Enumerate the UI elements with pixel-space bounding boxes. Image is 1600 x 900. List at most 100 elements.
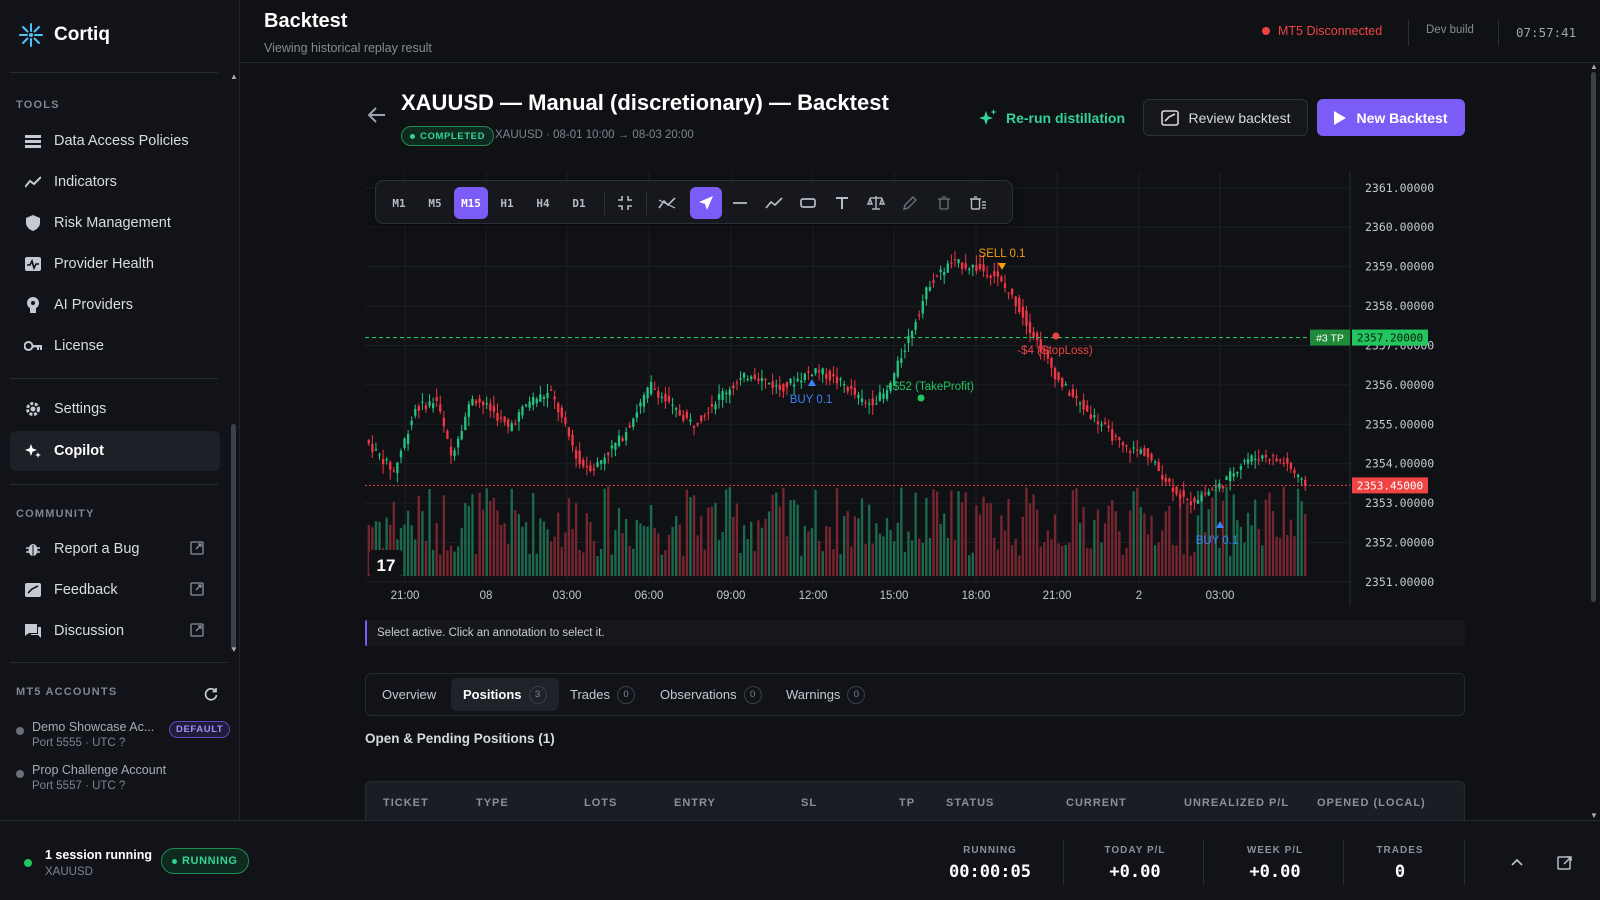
- tab-overview[interactable]: Overview: [370, 678, 448, 711]
- sidebar-item-feedback[interactable]: Feedback: [10, 570, 220, 610]
- candle-body: [850, 386, 853, 389]
- volume-bar: [1293, 536, 1296, 576]
- sidebar-item-indicators[interactable]: Indicators: [10, 162, 220, 202]
- sidebar-item-data-access-policies[interactable]: Data Access Policies: [10, 121, 220, 161]
- clear-all-button[interactable]: [962, 187, 994, 219]
- sidebar-item-license[interactable]: License: [10, 326, 220, 366]
- delete-tool-button[interactable]: [928, 187, 960, 219]
- collapse-icon: [618, 196, 632, 210]
- buy-annotation: BUY 0.1: [790, 394, 833, 406]
- volume-bar: [653, 528, 656, 576]
- candle-body: [574, 450, 578, 459]
- trend-line-tool-button[interactable]: [758, 187, 790, 219]
- tab-warnings[interactable]: Warnings 0: [774, 678, 877, 711]
- column-header[interactable]: ENTRY: [674, 797, 716, 809]
- measure-tool-button[interactable]: [860, 187, 892, 219]
- chevron-up-icon[interactable]: [1509, 855, 1525, 871]
- time-tick-label: 18:00: [962, 590, 991, 602]
- rerun-distillation-button[interactable]: Re-run distillation: [978, 104, 1125, 132]
- tab-trades[interactable]: Trades 0: [558, 678, 647, 711]
- scrollbar-thumb[interactable]: [1591, 72, 1596, 602]
- sidebar-item-discussion[interactable]: Discussion: [10, 611, 220, 651]
- candle-body: [507, 419, 510, 427]
- column-header[interactable]: SL: [801, 797, 818, 809]
- volume-bar: [682, 555, 685, 576]
- candle-body: [389, 462, 392, 470]
- review-backtest-button[interactable]: Review backtest: [1143, 99, 1308, 136]
- timeframe-m5-button[interactable]: M5: [428, 196, 442, 210]
- scrollbar-thumb[interactable]: [231, 424, 236, 650]
- timeframe-d1-button[interactable]: D1: [572, 196, 586, 210]
- draw-tool-button[interactable]: [894, 187, 926, 219]
- timeframe-h4-button[interactable]: H4: [536, 196, 550, 210]
- column-header[interactable]: STATUS: [946, 797, 995, 809]
- volume-bar: [700, 516, 703, 576]
- candle-body: [896, 360, 899, 377]
- candle-body: [882, 393, 885, 399]
- column-header[interactable]: CURRENT: [1066, 797, 1127, 809]
- column-header[interactable]: LOTS: [584, 797, 618, 809]
- volume-bar: [1132, 491, 1135, 576]
- column-header[interactable]: OPENED (LOCAL): [1317, 797, 1426, 809]
- volume-bar: [807, 531, 810, 576]
- price-chart[interactable]: 2361.00000 2360.00000 2359.00000 2358.00000…: [365, 172, 1465, 626]
- volume-bar: [882, 536, 885, 576]
- column-header[interactable]: TP: [899, 797, 916, 809]
- column-header[interactable]: TYPE: [476, 797, 509, 809]
- external-link-icon[interactable]: [1557, 855, 1573, 871]
- fit-screen-button[interactable]: [609, 187, 641, 219]
- rectangle-tool-button[interactable]: [792, 187, 824, 219]
- tab-positions[interactable]: Positions 3: [451, 678, 559, 711]
- volume-bar: [642, 525, 646, 576]
- chart-canvas[interactable]: 2361.00000 2360.00000 2359.00000 2358.00000…: [365, 172, 1465, 626]
- candle-body: [928, 287, 932, 291]
- volume-bar: [696, 535, 699, 576]
- candle-body: [524, 404, 528, 406]
- volume-bar: [1082, 507, 1085, 576]
- stat-value: +0.00: [1109, 862, 1161, 882]
- timeframe-h1-button[interactable]: H1: [500, 196, 514, 210]
- timeframe-m15-button[interactable]: M15: [454, 187, 488, 219]
- candle-body: [1296, 474, 1300, 478]
- volume-bar: [439, 554, 442, 576]
- sidebar-item-copilot[interactable]: Copilot: [10, 431, 220, 471]
- tab-count-badge: 3: [528, 685, 547, 704]
- sidebar-item-report-a-bug[interactable]: Report a Bug: [10, 529, 220, 569]
- column-header[interactable]: TICKET: [383, 797, 429, 809]
- positions-heading: Open & Pending Positions (1): [365, 731, 555, 746]
- volume-bar: [560, 546, 563, 576]
- price-tick-label: 2352.00000: [1365, 536, 1434, 550]
- candle-body: [993, 271, 996, 276]
- sidebar-scrollbar[interactable]: ▲ ▼: [230, 72, 238, 654]
- edit-document-icon: [1160, 109, 1179, 126]
- sidebar-item-settings[interactable]: Settings: [10, 389, 220, 429]
- scroll-down-arrow-icon[interactable]: ▼: [1590, 811, 1598, 820]
- timeframe-m1-button[interactable]: M1: [392, 196, 406, 210]
- scroll-up-arrow-icon[interactable]: ▲: [230, 72, 238, 81]
- text-tool-button[interactable]: [826, 187, 858, 219]
- refresh-icon[interactable]: [204, 687, 218, 701]
- select-tool-button[interactable]: [690, 187, 722, 219]
- candle-body: [692, 425, 696, 428]
- time-tick-label: 21:00: [1043, 590, 1072, 602]
- mt5-connection-status[interactable]: MT5 Disconnected: [1262, 24, 1382, 38]
- back-arrow-icon[interactable]: [366, 104, 388, 126]
- volume-bar: [1064, 544, 1067, 576]
- horizontal-line-tool-button[interactable]: [724, 187, 756, 219]
- tab-observations[interactable]: Observations 0: [648, 678, 774, 711]
- main-scrollbar[interactable]: ▲ ▼: [1590, 62, 1598, 820]
- candle-body: [439, 404, 442, 412]
- sidebar-item-provider-health[interactable]: Provider Health: [10, 244, 220, 284]
- scroll-up-arrow-icon[interactable]: ▲: [1590, 62, 1598, 71]
- backtest-meta: XAUUSD · 08-01 10:00 → 08-03 20:00: [495, 129, 694, 141]
- sidebar-item-risk-management[interactable]: Risk Management: [10, 203, 220, 243]
- price-tick-label: 2354.00000: [1365, 457, 1434, 471]
- volume-bar: [878, 533, 882, 576]
- brand[interactable]: Cortiq: [18, 22, 110, 48]
- scroll-down-arrow-icon[interactable]: ▼: [230, 645, 238, 654]
- column-header[interactable]: UNREALIZED P/L: [1184, 797, 1290, 809]
- indicators-button[interactable]: [651, 187, 683, 219]
- new-backtest-button[interactable]: New Backtest: [1317, 99, 1465, 136]
- volume-bar: [385, 517, 388, 576]
- sidebar-item-ai-providers[interactable]: AI Providers: [10, 285, 220, 325]
